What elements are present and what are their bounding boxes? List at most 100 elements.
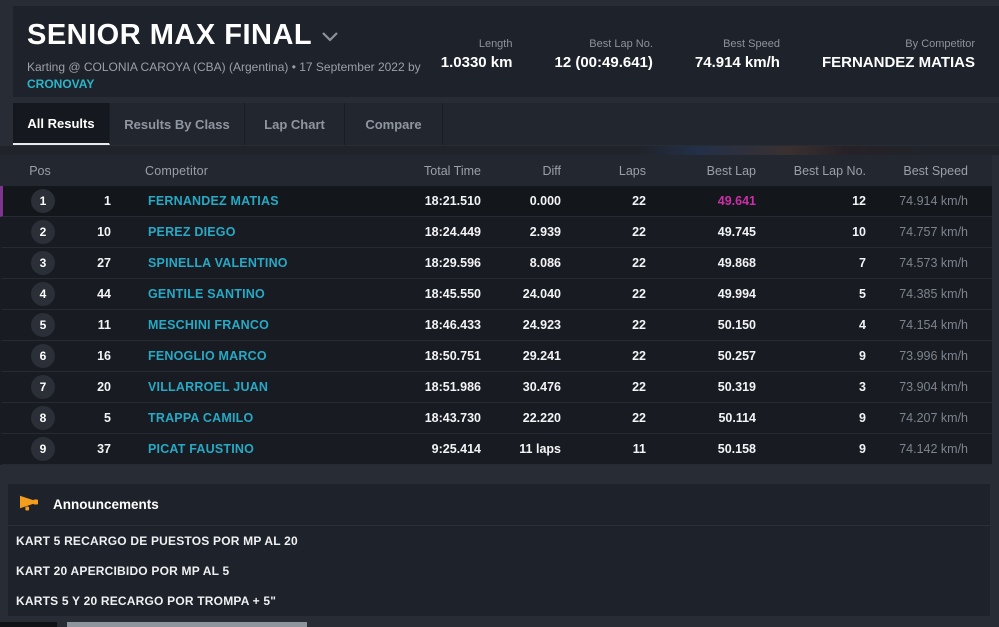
competitor-link[interactable]: PEREZ DIEGO (148, 225, 236, 239)
best-lap-value: 49.641 (717, 194, 756, 208)
best-lap-value: 50.319 (717, 380, 756, 394)
announcement-item: KART 5 RECARGO DE PUESTOS POR MP AL 20 (16, 534, 298, 548)
stat-value: FERNANDEZ MATIAS (821, 54, 975, 71)
competitor-link[interactable]: SPINELLA VALENTINO (148, 256, 288, 270)
table-row[interactable]: 8 5 TRAPPA CAMILO 18:43.730 22.220 22 50… (0, 403, 992, 434)
best-lap-no-value: 9 (859, 349, 866, 363)
laps-value: 22 (632, 349, 646, 363)
stat-label: Length (478, 38, 513, 50)
partial-bottom-scrollbar[interactable] (67, 622, 307, 627)
position-badge: 2 (31, 220, 55, 244)
tab-all-results[interactable]: All Results (13, 103, 110, 145)
announcements-list: KART 5 RECARGO DE PUESTOS POR MP AL 20 K… (8, 526, 990, 616)
best-lap-no-value: 10 (852, 225, 866, 239)
diff-value: 0.000 (529, 194, 561, 208)
best-lap-value: 50.114 (718, 411, 756, 425)
competitor-link[interactable]: VILLARROEL JUAN (148, 380, 269, 394)
diff-value: 8.086 (529, 256, 561, 270)
diff-value: 2.939 (529, 225, 561, 239)
position-badge: 7 (31, 375, 55, 399)
diff-value: 30.476 (522, 380, 561, 394)
best-lap-no-value: 5 (859, 287, 866, 301)
column-header-total-time: Total Time (424, 163, 481, 178)
laps-value: 22 (632, 256, 646, 270)
results-table: Pos Competitor Total Time Diff Laps Best Lap B… (0, 155, 992, 465)
table-row[interactable]: 5 11 MESCHINI FRANCO 18:46.433 24.923 22… (0, 310, 992, 341)
tab-bar: All Results Results By Class Lap Chart C… (13, 103, 999, 145)
organizer-link[interactable]: CRONOVAY (27, 77, 95, 92)
megaphone-icon (18, 493, 40, 516)
diff-value: 24.923 (522, 318, 561, 332)
stat-label: Best Speed (723, 38, 780, 50)
tab-results-by-class[interactable]: Results By Class (110, 103, 245, 145)
tab-lap-chart[interactable]: Lap Chart (245, 103, 345, 145)
competitor-link[interactable]: TRAPPA CAMILO (148, 411, 254, 425)
laps-value: 22 (632, 194, 646, 208)
table-row[interactable]: 2 10 PEREZ DIEGO 18:24.449 2.939 22 49.7… (0, 217, 992, 248)
laps-value: 22 (632, 287, 646, 301)
kart-number: 37 (97, 442, 111, 456)
position-badge: 4 (31, 282, 55, 306)
table-header-row: Pos Competitor Total Time Diff Laps Best Lap B… (0, 155, 992, 186)
kart-number: 44 (97, 287, 111, 301)
laps-value: 22 (632, 225, 646, 239)
best-speed-value: 74.154 km/h (899, 318, 968, 332)
best-lap-value: 50.158 (717, 442, 756, 456)
position-badge: 6 (31, 344, 55, 368)
kart-number: 1 (104, 194, 111, 208)
total-time: 18:51.986 (424, 380, 481, 394)
tab-compare[interactable]: Compare (345, 103, 443, 145)
event-header: SENIOR MAX FINAL Karting @ COLONIA CAROY… (13, 6, 999, 97)
stat-label: By Competitor (905, 38, 975, 50)
total-time: 18:24.449 (424, 225, 481, 239)
competitor-link[interactable]: PICAT FAUSTINO (148, 442, 255, 456)
column-header-competitor: Competitor (145, 163, 209, 178)
total-time: 9:25.414 (431, 442, 481, 456)
table-row[interactable]: 3 27 SPINELLA VALENTINO 18:29.596 8.086 … (0, 248, 992, 279)
best-speed-value: 73.996 km/h (899, 349, 968, 363)
announcements-panel: Announcements KART 5 RECARGO DE PUESTOS … (8, 484, 990, 616)
table-row[interactable]: 6 16 FENOGLIO MARCO 18:50.751 29.241 22 … (0, 341, 992, 372)
best-speed-value: 74.207 km/h (899, 411, 968, 425)
best-lap-value: 50.150 (717, 318, 756, 332)
best-speed-value: 74.914 km/h (899, 194, 968, 208)
best-lap-no-value: 4 (859, 318, 866, 332)
best-lap-value: 49.868 (717, 256, 756, 270)
header-stat: Best Lap No. 12 (00:49.641) (554, 38, 652, 97)
competitor-link[interactable]: FERNANDEZ MATIAS (148, 194, 279, 208)
banner-strip (0, 146, 999, 155)
laps-value: 11 (632, 442, 646, 456)
kart-number: 10 (97, 225, 111, 239)
table-row[interactable]: 1 1 FERNANDEZ MATIAS 18:21.510 0.000 22 … (0, 186, 992, 217)
event-subtitle: Karting @ COLONIA CAROYA (CBA) (Argentin… (27, 59, 421, 74)
position-badge: 1 (31, 189, 55, 213)
best-speed-value: 73.904 km/h (899, 380, 968, 394)
column-header-best-speed: Best Speed (903, 163, 968, 178)
column-header-laps: Laps (618, 163, 646, 178)
position-badge: 3 (31, 251, 55, 275)
chevron-down-icon[interactable] (322, 29, 338, 47)
partial-bottom-element (0, 622, 57, 627)
stat-value: 74.914 km/h (694, 54, 780, 71)
header-stat: Length 1.0330 km (441, 38, 513, 97)
table-row[interactable]: 9 37 PICAT FAUSTINO 9:25.414 11 laps 11 … (0, 434, 992, 465)
laps-value: 22 (632, 380, 646, 394)
total-time: 18:46.433 (424, 318, 481, 332)
diff-value: 11 laps (519, 442, 561, 456)
table-row[interactable]: 4 44 GENTILE SANTINO 18:45.550 24.040 22… (0, 279, 992, 310)
kart-number: 5 (104, 411, 111, 425)
kart-number: 11 (97, 318, 111, 332)
best-speed-value: 74.757 km/h (899, 225, 968, 239)
total-time: 18:29.596 (424, 256, 481, 270)
competitor-link[interactable]: MESCHINI FRANCO (148, 318, 270, 332)
best-lap-no-value: 7 (859, 256, 866, 270)
competitor-link[interactable]: FENOGLIO MARCO (148, 349, 267, 363)
competitor-link[interactable]: GENTILE SANTINO (148, 287, 265, 301)
kart-number: 16 (97, 349, 111, 363)
announcement-item: KARTS 5 Y 20 RECARGO POR TROMPA + 5" (16, 594, 277, 608)
header-stats: Length 1.0330 km Best Lap No. 12 (00:49.… (441, 20, 975, 97)
table-row[interactable]: 7 20 VILLARROEL JUAN 18:51.986 30.476 22… (0, 372, 992, 403)
stat-value: 1.0330 km (440, 54, 513, 71)
best-speed-value: 74.142 km/h (899, 442, 968, 456)
